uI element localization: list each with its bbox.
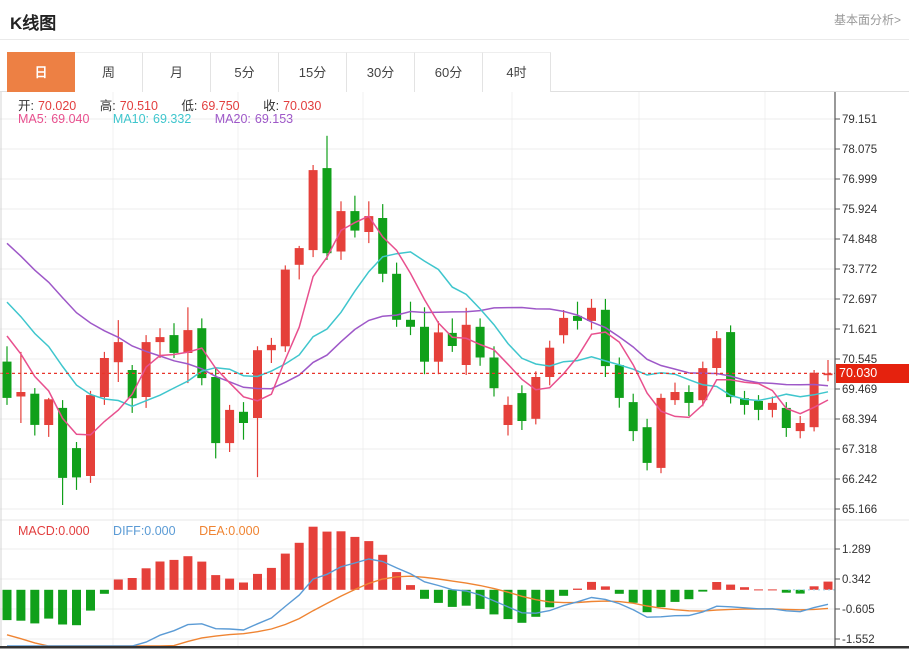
tab-month[interactable]: 月 <box>143 52 211 92</box>
diff-value: 0.000 <box>144 524 176 538</box>
ma10-label: MA10: <box>112 112 150 126</box>
diff-label: DIFF: <box>113 524 145 538</box>
ma20-line <box>6 242 829 390</box>
ma20-value: 69.153 <box>254 112 294 126</box>
price-axis-label: 75.924 <box>842 204 878 216</box>
price-grid-and-axis: 79.151 78.075 76.999 75.924 74.848 73.772 72.6… <box>0 114 878 516</box>
dea-label: DEA: <box>199 524 229 538</box>
ma10-value: 69.332 <box>153 112 192 126</box>
macd-axis-label: 0.342 <box>842 574 871 586</box>
ma5-value: 69.040 <box>51 112 90 126</box>
kline-chart-canvas[interactable]: 79.151 78.075 76.999 75.924 74.848 73.772 72.6… <box>0 92 909 650</box>
macd-axis-label: -1.552 <box>842 634 875 646</box>
tab-60min[interactable]: 60分 <box>415 52 483 92</box>
price-axis-label: 72.697 <box>842 294 877 306</box>
fundamental-analysis-link[interactable]: 基本面分析> <box>833 13 901 27</box>
price-axis-label: 76.999 <box>842 174 877 186</box>
close-label: 收: <box>263 99 280 113</box>
high-value: 70.510 <box>119 99 158 113</box>
bottom-border <box>0 646 909 649</box>
price-axis-label: 79.151 <box>842 114 877 126</box>
low-label: 低: <box>181 99 198 113</box>
price-axis-label: 69.469 <box>842 384 877 396</box>
tab-15min[interactable]: 15分 <box>279 52 347 92</box>
price-axis-label: 67.318 <box>842 444 877 456</box>
ohlc-legend: 开: 70.020 高: 70.510 低: 69.750 收: 70.030 <box>18 95 325 114</box>
open-value: 70.020 <box>37 99 77 113</box>
close-value: 70.030 <box>283 99 322 113</box>
price-axis-label: 66.242 <box>842 474 877 486</box>
tab-5min[interactable]: 5分 <box>211 52 279 92</box>
price-axis-label: 68.394 <box>842 414 878 426</box>
page-header: K线图 基本面分析> <box>0 0 909 40</box>
dea-value: 0.000 <box>228 524 260 538</box>
price-axis-label: 65.166 <box>842 504 877 516</box>
page-title: K线图 <box>10 14 57 33</box>
tab-day[interactable]: 日 <box>7 52 75 92</box>
chart-area: 79.151 78.075 76.999 75.924 74.848 73.772 72.6… <box>0 92 909 650</box>
price-axis-label: 73.772 <box>842 264 877 276</box>
high-label: 高: <box>99 99 116 113</box>
ma20-label: MA20: <box>214 112 251 126</box>
low-value: 69.750 <box>201 99 240 113</box>
vertical-gridlines <box>112 92 766 646</box>
macd-value: 0.000 <box>58 524 90 538</box>
macd-grid-and-axis: 1.289 0.342 -0.605 -1.552 <box>0 544 875 646</box>
ma10-line <box>6 251 829 408</box>
candle-series <box>2 135 833 505</box>
tab-4hour[interactable]: 4时 <box>483 52 551 92</box>
ma5-line <box>6 215 829 436</box>
price-axis-label: 71.621 <box>842 324 877 336</box>
price-axis-label: 70.545 <box>842 354 877 366</box>
ma5-label: MA5: <box>18 112 48 126</box>
current-price-tag: 70.030 <box>836 363 909 383</box>
macd-legend: MACD:0.000 DIFF:0.000 DEA:0.000 <box>18 524 264 538</box>
timeframe-tabs: 日周月 5分 15分 30分 60分 4时 <box>0 52 909 92</box>
macd-axis-label: -0.605 <box>842 604 875 616</box>
open-label: 开: <box>18 99 34 113</box>
price-axis-label: 74.848 <box>842 234 877 246</box>
ma-legend: MA5: 69.040 MA10: 69.332 MA20: 69.153 <box>18 112 297 126</box>
tab-week[interactable]: 周 <box>75 52 143 92</box>
macd-axis-label: 1.289 <box>842 544 871 556</box>
diff-line <box>7 558 829 647</box>
tab-30min[interactable]: 30分 <box>347 52 415 92</box>
price-axis-label: 78.075 <box>842 144 877 156</box>
macd-label: MACD: <box>18 524 59 538</box>
